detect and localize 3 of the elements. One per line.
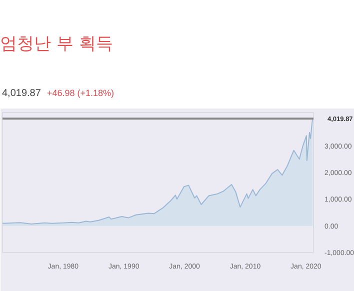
text: 4,019.87 xyxy=(2,88,41,99)
text: +46.98 (+1.18%) xyxy=(46,88,114,98)
chart-title: 엄청난 부 획득 xyxy=(0,33,113,56)
